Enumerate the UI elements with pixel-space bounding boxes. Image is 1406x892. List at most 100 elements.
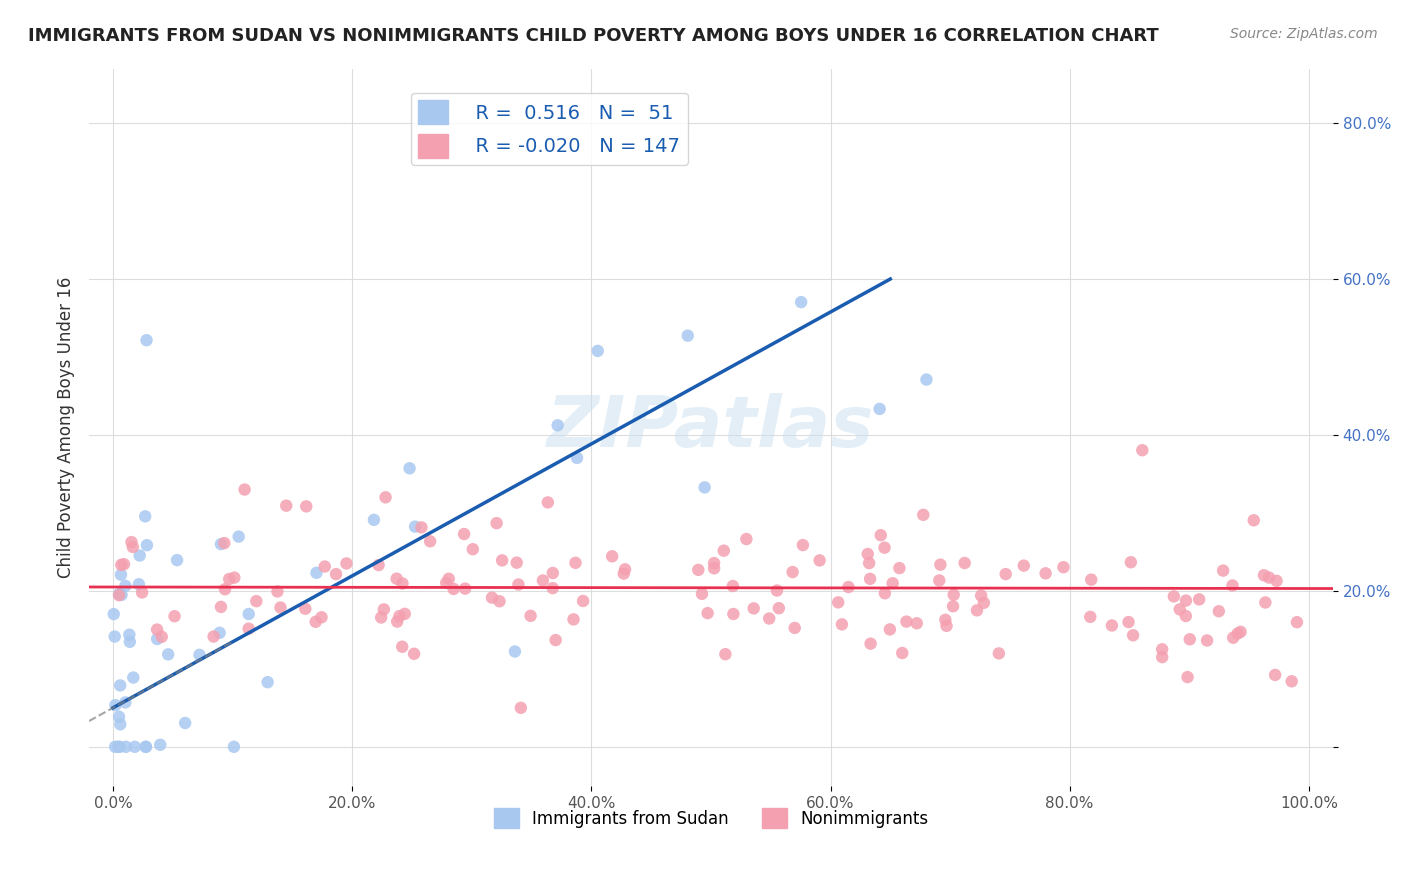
Text: Source: ZipAtlas.com: Source: ZipAtlas.com (1230, 27, 1378, 41)
Nonimmigrants (121, 540, 143, 554)
Immigrants from Sudan (503, 644, 526, 658)
Immigrants from Sudan (135, 739, 157, 754)
Nonimmigrants (202, 630, 225, 644)
Nonimmigrants (873, 586, 896, 600)
Nonimmigrants (1222, 578, 1244, 592)
Immigrants from Sudan (363, 513, 385, 527)
Legend: Immigrants from Sudan, Nonimmigrants: Immigrants from Sudan, Nonimmigrants (486, 801, 935, 835)
Nonimmigrants (491, 553, 513, 567)
Nonimmigrants (889, 561, 911, 575)
Nonimmigrants (1281, 674, 1303, 689)
Nonimmigrants (1285, 615, 1308, 630)
Nonimmigrants (713, 543, 735, 558)
Nonimmigrants (859, 637, 882, 651)
Nonimmigrants (723, 607, 745, 621)
Immigrants from Sudan (209, 537, 232, 551)
Nonimmigrants (391, 640, 413, 654)
Immigrants from Sudan (166, 553, 188, 567)
Nonimmigrants (461, 542, 484, 557)
Immigrants from Sudan (790, 295, 813, 310)
Nonimmigrants (209, 599, 232, 614)
Immigrants from Sudan (110, 588, 132, 602)
Nonimmigrants (1177, 670, 1199, 684)
Nonimmigrants (411, 520, 433, 534)
Nonimmigrants (388, 609, 411, 624)
Nonimmigrants (391, 576, 413, 591)
Nonimmigrants (827, 595, 849, 609)
Nonimmigrants (443, 582, 465, 596)
Immigrants from Sudan (108, 678, 131, 692)
Nonimmigrants (782, 565, 804, 579)
Nonimmigrants (1195, 633, 1218, 648)
Nonimmigrants (509, 701, 531, 715)
Immigrants from Sudan (108, 739, 131, 754)
Nonimmigrants (110, 558, 132, 572)
Nonimmigrants (766, 583, 789, 598)
Nonimmigrants (374, 491, 396, 505)
Immigrants from Sudan (110, 717, 132, 731)
Nonimmigrants (987, 647, 1010, 661)
Nonimmigrants (1152, 642, 1174, 657)
Nonimmigrants (214, 582, 236, 597)
Immigrants from Sudan (104, 739, 127, 754)
Nonimmigrants (367, 558, 389, 572)
Nonimmigrants (966, 603, 988, 617)
Nonimmigrants (942, 588, 965, 602)
Nonimmigrants (1208, 604, 1230, 618)
Nonimmigrants (233, 483, 256, 497)
Immigrants from Sudan (115, 739, 138, 754)
Immigrants from Sudan (146, 632, 169, 646)
Immigrants from Sudan (404, 519, 426, 533)
Nonimmigrants (858, 556, 880, 570)
Nonimmigrants (1253, 568, 1275, 582)
Nonimmigrants (245, 594, 267, 608)
Nonimmigrants (419, 534, 441, 549)
Nonimmigrants (112, 557, 135, 571)
Immigrants from Sudan (565, 450, 588, 465)
Nonimmigrants (891, 646, 914, 660)
Immigrants from Sudan (228, 530, 250, 544)
Immigrants from Sudan (110, 567, 132, 582)
Nonimmigrants (454, 582, 477, 596)
Y-axis label: Child Poverty Among Boys Under 16: Child Poverty Among Boys Under 16 (58, 277, 75, 578)
Nonimmigrants (404, 647, 426, 661)
Nonimmigrants (703, 561, 725, 575)
Nonimmigrants (544, 633, 567, 648)
Nonimmigrants (434, 575, 457, 590)
Immigrants from Sudan (586, 343, 609, 358)
Nonimmigrants (1254, 595, 1277, 609)
Immigrants from Sudan (222, 739, 245, 754)
Nonimmigrants (1168, 602, 1191, 616)
Nonimmigrants (295, 500, 318, 514)
Nonimmigrants (696, 606, 718, 620)
Immigrants from Sudan (174, 716, 197, 731)
Nonimmigrants (953, 556, 976, 570)
Nonimmigrants (690, 587, 713, 601)
Nonimmigrants (768, 601, 790, 615)
Immigrants from Sudan (104, 698, 127, 713)
Nonimmigrants (714, 647, 737, 661)
Immigrants from Sudan (128, 577, 150, 591)
Nonimmigrants (792, 538, 814, 552)
Nonimmigrants (373, 602, 395, 616)
Nonimmigrants (146, 623, 169, 637)
Nonimmigrants (314, 559, 336, 574)
Nonimmigrants (934, 613, 956, 627)
Nonimmigrants (131, 585, 153, 599)
Immigrants from Sudan (114, 579, 136, 593)
Nonimmigrants (294, 601, 316, 615)
Nonimmigrants (394, 607, 416, 621)
Nonimmigrants (108, 588, 131, 602)
Nonimmigrants (929, 558, 952, 572)
Nonimmigrants (783, 621, 806, 635)
Nonimmigrants (721, 579, 744, 593)
Nonimmigrants (869, 528, 891, 542)
Nonimmigrants (942, 599, 965, 614)
Nonimmigrants (1229, 624, 1251, 639)
Nonimmigrants (541, 581, 564, 595)
Nonimmigrants (1174, 593, 1197, 607)
Nonimmigrants (214, 536, 236, 550)
Nonimmigrants (896, 615, 918, 629)
Immigrants from Sudan (103, 607, 125, 621)
Nonimmigrants (325, 567, 347, 582)
